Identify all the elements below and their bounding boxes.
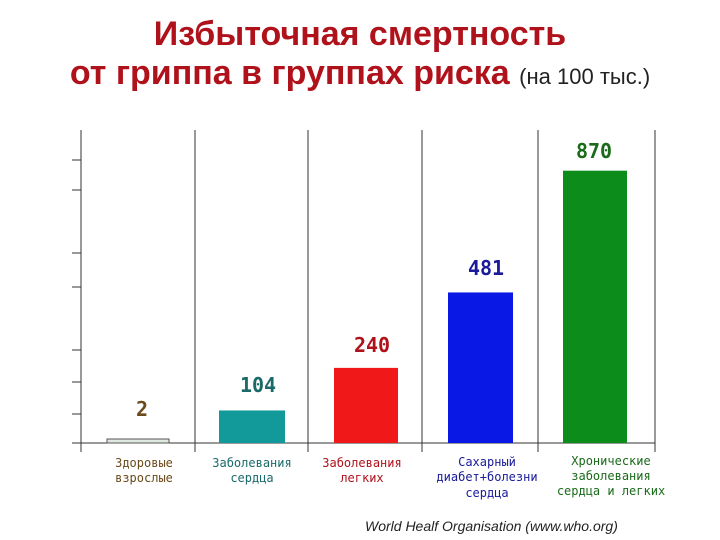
category-label-0-1: взрослые: [115, 471, 173, 485]
data-label-2: 240: [354, 333, 390, 357]
category-label-1-1: сердца: [230, 471, 273, 485]
chart-title-main: от гриппа в группах риска: [69, 54, 510, 92]
category-label-0-0: Здоровые: [115, 456, 173, 470]
data-label-1: 104: [240, 373, 276, 397]
category-label-1-0: Заболевания: [212, 456, 291, 470]
chart-title-line1: Избыточная смертность: [153, 15, 567, 53]
source-note: World Healf Organisation (www.who.org): [365, 518, 618, 534]
data-label-0: 2: [136, 397, 148, 421]
chart-title-units: (на 100 тыс.): [519, 64, 651, 89]
category-label-2-1: легких: [340, 471, 383, 485]
category-label-2-0: Заболевания: [322, 456, 401, 470]
bar-0: [106, 438, 170, 444]
data-label-3: 481: [468, 256, 504, 280]
category-label-4-2: сердца и легких: [557, 484, 665, 498]
chart-title-line2: от гриппа в группах риска (на 100 тыс.): [0, 52, 720, 98]
category-label-4-0: Хронические: [571, 454, 650, 468]
category-label-3-2: сердца: [465, 486, 508, 500]
category-label-3-0: Сахарный: [458, 455, 516, 469]
bar-3: [448, 292, 513, 443]
category-label-4-1: заболевания: [571, 469, 650, 483]
category-label-3-1: диабет+болезни: [436, 470, 537, 484]
bar-2: [334, 367, 398, 443]
bar-4: [563, 170, 627, 443]
data-label-4: 870: [576, 139, 612, 163]
bar-1: [219, 410, 285, 443]
